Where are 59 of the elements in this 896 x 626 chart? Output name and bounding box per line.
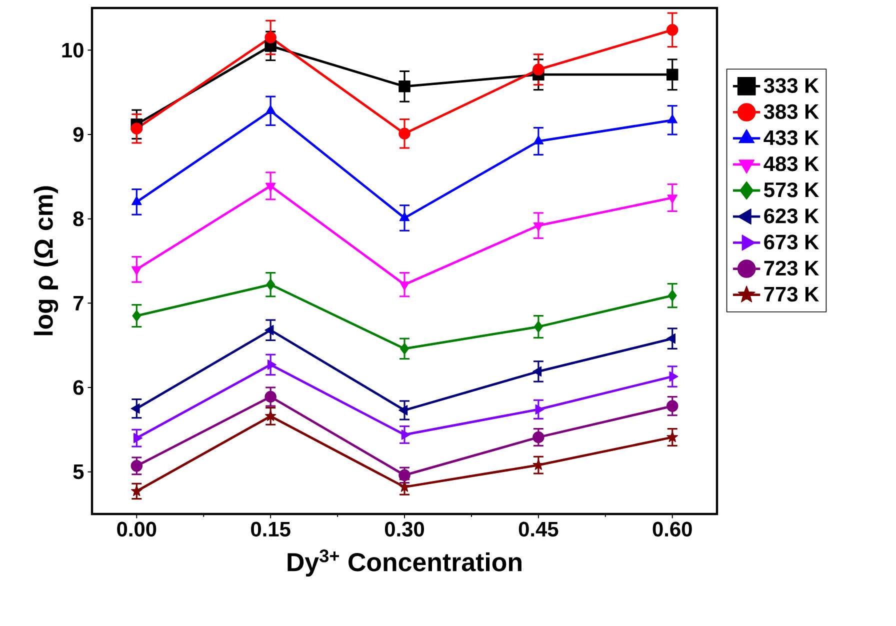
point [532, 64, 544, 76]
point [398, 128, 410, 140]
point [399, 212, 410, 222]
legend-label: 573 K [764, 182, 819, 198]
point [532, 366, 542, 377]
x-axis-title: Dy$^{3+}$ Concentration [288, 549, 522, 576]
legend-label: 483 K [764, 156, 819, 172]
point [398, 405, 408, 416]
point [668, 290, 677, 302]
legend-label: 723 K [764, 260, 819, 276]
x-tick-label: 0.15 [251, 522, 290, 537]
point [132, 196, 142, 206]
point [265, 105, 276, 114]
y-tick-label: 8 [73, 211, 84, 226]
y-tick-label: 6 [73, 380, 84, 395]
point [130, 122, 143, 134]
point [132, 266, 142, 276]
point [130, 460, 143, 472]
x-tick-label: 0.00 [117, 522, 156, 537]
x-tick-label: 0.45 [518, 522, 558, 537]
point [265, 182, 276, 192]
point [666, 400, 678, 412]
point [667, 114, 678, 124]
y-tick-label: 5 [73, 464, 84, 480]
legend-label: 333 K [764, 78, 819, 93]
point [533, 222, 544, 232]
point [669, 371, 678, 382]
point [266, 278, 276, 290]
point [264, 32, 276, 44]
x-tick-label: 0.60 [652, 522, 692, 537]
point [666, 431, 678, 442]
y-tick-label: 10 [62, 42, 84, 58]
point [267, 360, 276, 370]
point [401, 430, 410, 440]
point [132, 310, 142, 322]
point [398, 469, 410, 482]
y-tick-label: 9 [73, 127, 84, 142]
point [666, 68, 678, 80]
y-axis-title: log ρ (Ω cm) [34, 186, 58, 336]
point [130, 403, 140, 414]
point [533, 135, 544, 144]
point [398, 481, 410, 492]
y-tick-label: 7 [74, 296, 84, 310]
point [264, 324, 274, 336]
point [264, 390, 276, 403]
point [264, 410, 276, 421]
point [399, 281, 410, 290]
x-tick-label: 0.30 [384, 522, 424, 537]
point [534, 320, 543, 333]
legend-label: 673 K [764, 234, 819, 250]
legend-label: 383 K [764, 104, 819, 120]
legend-label: 433 K [764, 130, 819, 146]
point [400, 342, 410, 355]
point [666, 24, 678, 36]
legend-label: 773 K [764, 286, 819, 302]
point [532, 431, 544, 444]
point [535, 404, 544, 415]
legend-label: 623 K [764, 208, 819, 224]
point [398, 80, 410, 92]
